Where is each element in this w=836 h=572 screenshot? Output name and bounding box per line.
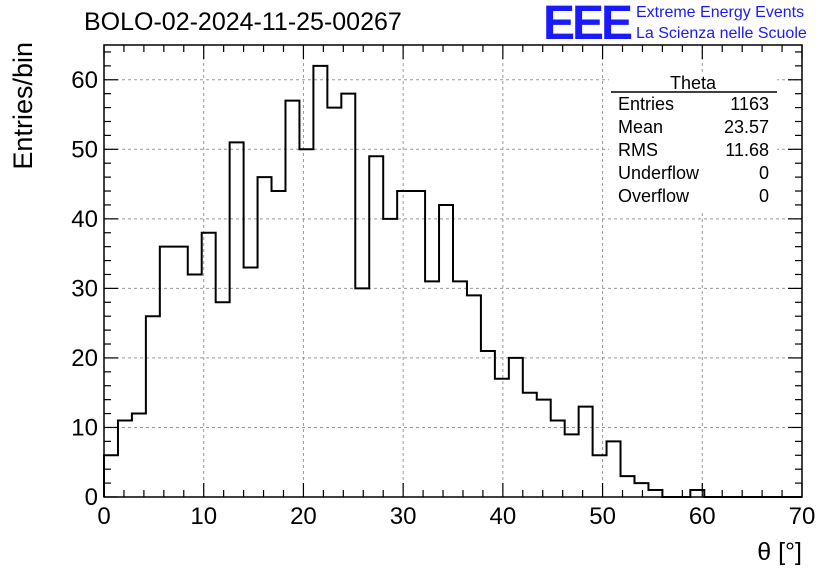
eee-logo-text: Extreme Energy Events La Scienza nelle S…	[636, 2, 807, 44]
y-tick-label: 10	[71, 414, 98, 441]
x-tick-label: 10	[190, 503, 217, 530]
stats-header: Theta	[670, 73, 717, 93]
stats-value: 11.68	[725, 140, 769, 160]
stats-label: RMS	[618, 140, 658, 160]
x-tick-label: 0	[97, 503, 110, 530]
logo-line-2: La Scienza nelle Scuole	[636, 25, 807, 42]
x-tick-label: 40	[490, 503, 517, 530]
y-tick-label: 20	[71, 345, 98, 372]
stats-label: Underflow	[618, 163, 700, 183]
x-tick-label: 20	[290, 503, 317, 530]
y-tick-label: 40	[71, 206, 98, 233]
stats-value: 0	[759, 186, 769, 206]
logo-line-1: Extreme Energy Events	[636, 4, 805, 21]
stats-value: 23.57	[724, 117, 769, 137]
y-tick-label: 0	[85, 484, 98, 511]
plot-frame	[103, 44, 803, 498]
x-tick-label: 60	[689, 503, 716, 530]
x-tick-label: 70	[789, 503, 816, 530]
stats-value: 1163	[730, 94, 769, 114]
eee-logo: EEE	[543, 0, 633, 50]
stats-label: Mean	[618, 117, 663, 137]
y-tick-label: 60	[71, 67, 98, 94]
x-axis-label: θ [°]	[757, 538, 802, 566]
histogram-series	[103, 64, 802, 498]
stats-value: 0	[759, 163, 769, 183]
stats-label: Entries	[618, 94, 674, 114]
stats-label: Overflow	[618, 186, 690, 206]
x-tick-label: 30	[390, 503, 417, 530]
chart-title: BOLO-02-2024-11-25-00267	[84, 8, 402, 36]
y-tick-label: 30	[71, 275, 98, 302]
stats-box	[609, 73, 777, 213]
x-tick-label: 50	[589, 503, 616, 530]
y-tick-label: 50	[71, 136, 98, 163]
y-axis-label: Entries/bin	[8, 42, 38, 170]
